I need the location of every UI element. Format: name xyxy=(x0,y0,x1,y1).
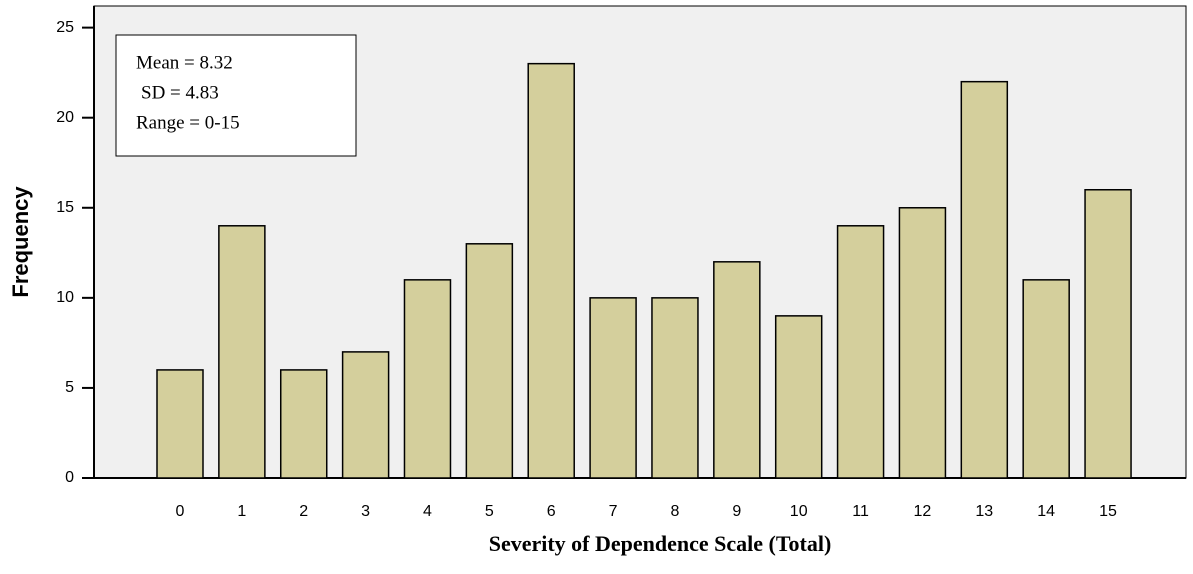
bar xyxy=(960,80,1009,479)
annotation: SD = 4.83 xyxy=(141,82,219,103)
bar xyxy=(713,261,761,479)
x-tick-label: 12 xyxy=(914,503,932,520)
bar xyxy=(403,279,452,479)
x-tick-label: 5 xyxy=(485,503,494,520)
bar xyxy=(218,225,266,479)
x-tick-label: 15 xyxy=(1099,503,1117,520)
y-tick-label: 20 xyxy=(56,109,74,126)
bar xyxy=(527,62,575,479)
x-tick-label: 2 xyxy=(299,503,308,520)
bar xyxy=(1084,189,1132,479)
x-tick-label: 3 xyxy=(361,503,370,520)
bar xyxy=(651,297,699,479)
x-tick-label: 7 xyxy=(609,503,618,520)
annotation: Mean = 8.32 xyxy=(136,52,233,73)
annotation: Range = 0-15 xyxy=(136,112,240,133)
x-tick-label: 9 xyxy=(732,503,741,520)
annotation-box xyxy=(115,34,357,157)
bar xyxy=(898,207,947,479)
bar xyxy=(589,297,637,479)
y-tick-label: 10 xyxy=(56,289,74,306)
bar xyxy=(836,225,885,479)
bar xyxy=(341,351,390,479)
y-tick-label: 5 xyxy=(65,379,74,396)
bar xyxy=(774,315,823,479)
y-tick-label: 0 xyxy=(65,469,74,486)
bar xyxy=(465,243,514,479)
x-tick-label: 1 xyxy=(237,503,246,520)
bar xyxy=(156,369,204,479)
x-tick-label: 0 xyxy=(176,503,185,520)
x-tick-label: 6 xyxy=(547,503,556,520)
x-tick-label: 10 xyxy=(790,503,808,520)
x-tick-label: 4 xyxy=(423,503,432,520)
y-tick-label: 25 xyxy=(56,19,74,36)
y-tick-label: 15 xyxy=(56,199,74,216)
bar xyxy=(1022,279,1070,479)
x-tick-label: 8 xyxy=(671,503,680,520)
x-tick-label: 11 xyxy=(852,503,869,520)
x-tick-label: 14 xyxy=(1037,503,1055,520)
x-axis-label: Severity of Dependence Scale (Total) xyxy=(489,531,832,556)
bar xyxy=(279,369,328,479)
y-axis-label: Frequency xyxy=(8,186,33,298)
x-tick-label: 13 xyxy=(975,503,993,520)
